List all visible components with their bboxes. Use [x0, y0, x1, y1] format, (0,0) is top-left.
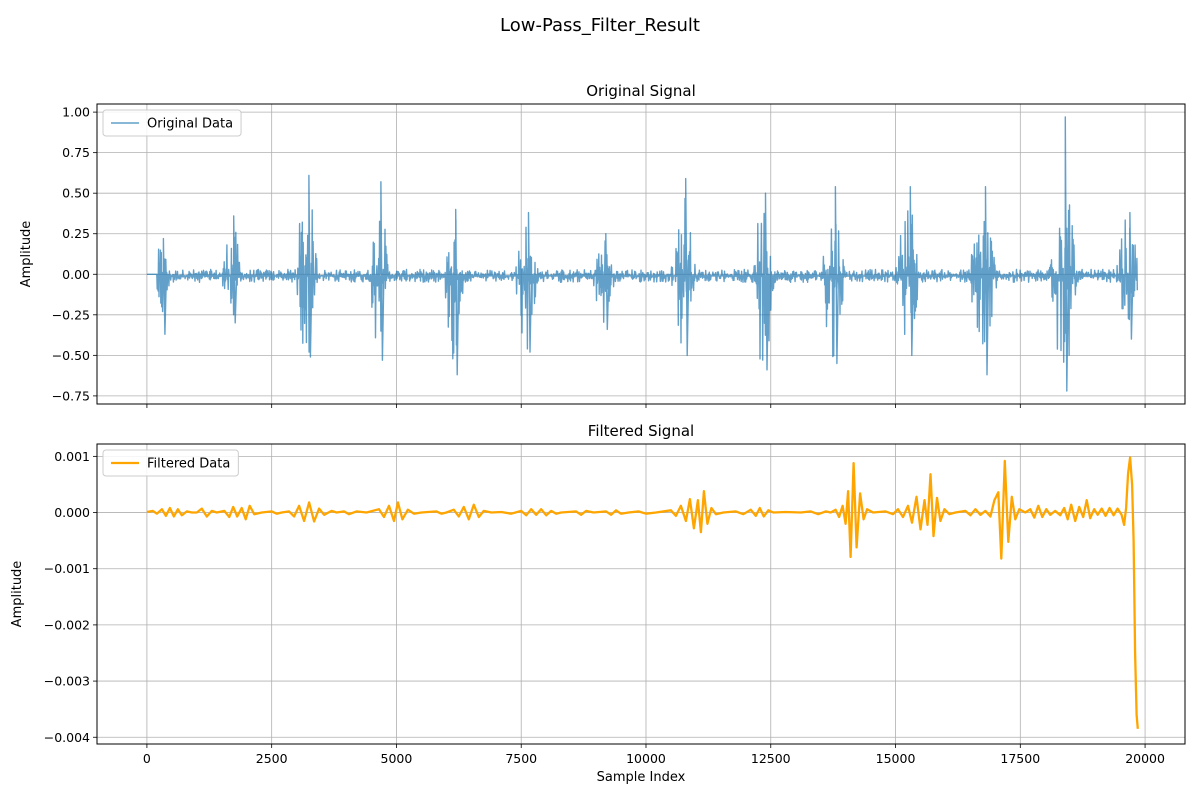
filtered-x-tick-label: 7500 — [505, 751, 537, 766]
filtered-y-tick-label: −0.002 — [44, 617, 90, 632]
filtered-ticks: 0 2500 5000 7500 10000 12500 15000 17500 20000 −0… — [44, 449, 1165, 766]
original-axes-frame — [96, 103, 1186, 405]
filtered-x-tick-label: 5000 — [381, 751, 413, 766]
original-y-tick-label: 1.00 — [62, 105, 90, 120]
filtered-signal-panel: 0 2500 5000 7500 10000 12500 15000 17500 20000 −0… — [10, 422, 1186, 785]
filtered-legend: Filtered Data — [102, 449, 239, 477]
filtered-x-axis-label: Sample Index — [597, 770, 686, 785]
filtered-x-tick-label: 10000 — [626, 751, 666, 766]
filtered-y-tick-label: 0.000 — [54, 505, 90, 520]
original-y-axis-label: Amplitude — [19, 221, 34, 288]
original-y-tick-label: 0.75 — [62, 145, 90, 160]
filtered-x-tick-label: 2500 — [256, 751, 288, 766]
filtered-legend-box — [102, 449, 239, 477]
original-ticks: −0.75 −0.50 −0.25 0.00 0.25 0.50 0.75 1.00 — [52, 105, 1146, 408]
original-legend-box — [102, 109, 242, 137]
figure-suptitle: Low-Pass_Filter_Result — [500, 15, 700, 36]
filtered-x-tick-label: 12500 — [751, 751, 791, 766]
filtered-legend-label: Filtered Data — [147, 457, 230, 472]
filtered-y-tick-label: −0.004 — [44, 730, 90, 745]
original-legend-label: Original Data — [147, 117, 233, 132]
filtered-series-layer — [146, 456, 1139, 729]
filtered-y-tick-label: −0.001 — [44, 561, 90, 576]
filtered-x-tick-label: 15000 — [876, 751, 916, 766]
filtered-axes-frame — [96, 443, 1186, 745]
original-y-tick-label: −0.50 — [52, 348, 90, 363]
original-y-tick-label: 0.25 — [62, 226, 90, 241]
filtered-x-tick-label: 20000 — [1125, 751, 1165, 766]
original-legend: Original Data — [102, 109, 242, 137]
filtered-y-tick-label: −0.003 — [44, 674, 90, 689]
original-y-tick-label: 0.00 — [62, 267, 90, 282]
filtered-x-tick-label: 17500 — [1000, 751, 1040, 766]
original-signal-panel: −0.75 −0.50 −0.25 0.00 0.25 0.50 0.75 1.00 Orig… — [19, 82, 1186, 408]
filtered-x-tick-label: 0 — [143, 751, 151, 766]
original-grid — [97, 104, 1185, 404]
original-y-tick-label: −0.25 — [52, 307, 90, 322]
filtered-y-axis-label: Amplitude — [10, 561, 25, 628]
filtered-y-tick-label: 0.001 — [54, 449, 90, 464]
original-series-line — [146, 116, 1138, 392]
filtered-panel-title: Filtered Signal — [588, 422, 694, 440]
original-panel-title: Original Signal — [586, 82, 696, 100]
original-y-tick-label: −0.75 — [52, 388, 90, 403]
original-y-tick-label: 0.50 — [62, 186, 90, 201]
original-series-layer — [146, 116, 1138, 392]
filtered-series-line — [146, 456, 1139, 729]
